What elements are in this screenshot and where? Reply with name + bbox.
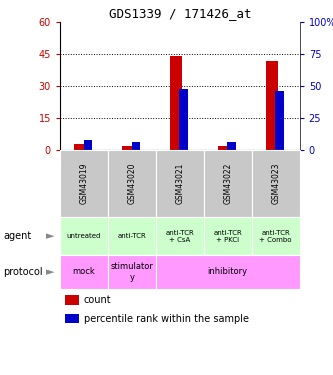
Bar: [108, 255, 156, 289]
Text: GSM43022: GSM43022: [223, 163, 232, 204]
Bar: [132, 142, 140, 150]
Text: ►: ►: [46, 267, 54, 277]
Text: GSM43019: GSM43019: [79, 163, 89, 204]
Bar: [108, 217, 156, 255]
Bar: [84, 140, 92, 150]
Bar: [122, 146, 134, 150]
Bar: [65, 314, 79, 323]
Bar: [156, 217, 204, 255]
Text: anti-TCR
+ PKCi: anti-TCR + PKCi: [213, 230, 242, 243]
Text: stimulator
y: stimulator y: [111, 262, 153, 282]
Text: untreated: untreated: [67, 233, 101, 239]
Text: GSM43021: GSM43021: [175, 163, 184, 204]
Bar: [156, 150, 204, 217]
Text: anti-TCR
+ Combo: anti-TCR + Combo: [259, 230, 292, 243]
Text: percentile rank within the sample: percentile rank within the sample: [84, 314, 249, 324]
Text: GSM43020: GSM43020: [127, 163, 137, 204]
Bar: [74, 144, 86, 150]
Text: anti-TCR: anti-TCR: [118, 233, 146, 239]
Text: anti-TCR
+ CsA: anti-TCR + CsA: [166, 230, 194, 243]
Text: mock: mock: [73, 267, 95, 276]
Text: count: count: [84, 295, 112, 305]
Bar: [156, 255, 300, 289]
Bar: [179, 89, 188, 150]
Text: agent: agent: [3, 231, 32, 241]
Text: ►: ►: [46, 231, 54, 241]
Bar: [108, 150, 156, 217]
Text: protocol: protocol: [3, 267, 43, 277]
Bar: [204, 217, 252, 255]
Bar: [65, 295, 79, 304]
Bar: [266, 61, 278, 150]
Bar: [252, 150, 300, 217]
Text: GSM43023: GSM43023: [271, 163, 280, 204]
Bar: [275, 92, 284, 150]
Bar: [218, 146, 230, 150]
Title: GDS1339 / 171426_at: GDS1339 / 171426_at: [109, 7, 251, 20]
Bar: [60, 217, 108, 255]
Bar: [252, 217, 300, 255]
Bar: [204, 150, 252, 217]
Bar: [227, 142, 236, 150]
Bar: [170, 57, 182, 150]
Text: inhibitory: inhibitory: [208, 267, 248, 276]
Bar: [60, 150, 108, 217]
Bar: [60, 255, 108, 289]
